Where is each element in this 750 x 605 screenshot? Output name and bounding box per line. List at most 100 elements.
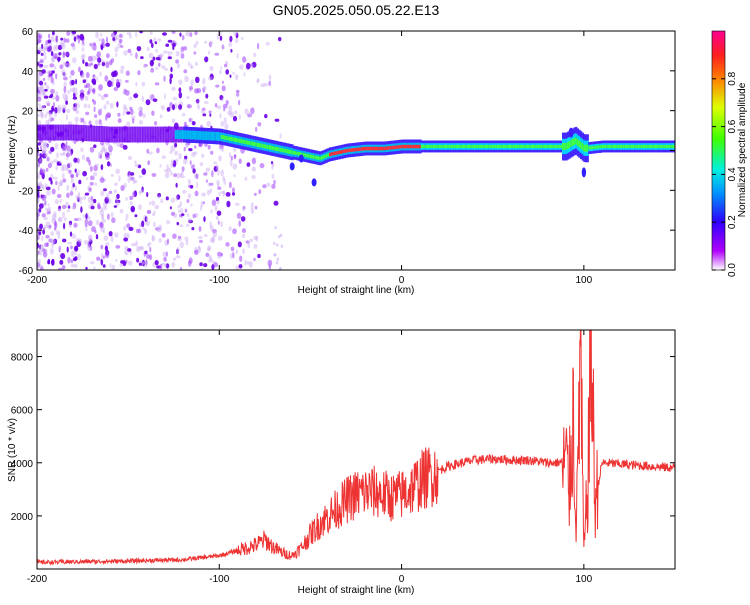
spectrogram-noise-blob <box>274 118 280 122</box>
spectrogram-ridge-peak <box>378 146 381 151</box>
spectrogram-noise-blob <box>55 35 58 43</box>
spectrogram-ridge-peak <box>507 145 511 148</box>
spectrogram-noise-blob <box>65 61 70 68</box>
spectrogram-noise-blob <box>41 148 44 153</box>
spectrogram-ridge-peak <box>517 145 520 148</box>
spectrogram-noise-blob <box>264 114 268 119</box>
spectrogram-noise-blob <box>108 231 113 237</box>
spectrogram-noise-blob <box>53 65 57 70</box>
snr-frame <box>36 329 676 570</box>
spectrogram-ridge-peak <box>514 145 517 148</box>
spectrogram-noise-blob <box>155 57 161 61</box>
spectrogram-ridge-cell <box>84 125 87 142</box>
spectrogram-noise-blob <box>55 44 59 51</box>
spectrogram-noise-blob <box>68 222 72 228</box>
spectrogram-ridge-peak <box>512 145 516 148</box>
spectrogram-noise-blob <box>125 218 128 222</box>
spectrogram-noise-blob <box>229 181 232 189</box>
spectrogram-ridge-peak <box>453 145 456 148</box>
spectrogram-noise-blob <box>241 233 246 239</box>
spectrogram-noise-blob <box>212 229 217 234</box>
spectrogram-noise-blob <box>57 44 63 51</box>
spectrogram-ridge-peak <box>370 146 373 151</box>
spectrogram-noise-blob <box>61 172 65 179</box>
spectrogram-noise-blob <box>123 237 129 242</box>
spectrogram-noise-blob <box>48 112 53 119</box>
spectrogram-noise-blob <box>232 71 235 75</box>
spectrogram-noise-blob <box>63 73 67 78</box>
spectrogram-noise-blob <box>143 63 148 67</box>
spectrogram-noise-blob <box>180 50 184 55</box>
spectrogram-noise-blob <box>202 77 206 85</box>
spectrogram-noise-blob <box>37 39 41 44</box>
spectrogram-ridge-peak <box>368 146 371 151</box>
spectrogram-noise-blob <box>100 214 105 220</box>
spectrogram-ridge-peak <box>256 142 260 147</box>
spectrogram-ridge-peak <box>296 151 299 156</box>
spectrogram-noise-blob <box>137 164 142 169</box>
spectrogram-noise-blob <box>271 164 274 170</box>
spectrogram-noise-blob <box>57 216 63 222</box>
spectrogram-noise-blob <box>195 61 198 66</box>
spectrogram-noise-blob <box>185 223 190 227</box>
spectrogram-noise-blob <box>116 199 121 204</box>
spectrogram-noise-blob <box>38 47 43 52</box>
spectrogram-ridge-peak <box>657 145 660 148</box>
spectrogram-ridge-peak <box>645 145 648 148</box>
spectrogram-dip-blob <box>298 154 304 163</box>
spectrogram-noise-blob <box>187 193 192 199</box>
spectrogram-noise-blob <box>188 148 193 152</box>
spectrogram-noise-blob <box>53 211 57 218</box>
spectrogram-ridge-peak <box>347 148 350 153</box>
spectrogram-ridge-peak <box>299 152 302 156</box>
spectrogram-noise-blob <box>276 243 279 247</box>
spectrogram-noise-blob <box>41 244 44 248</box>
spectrogram-noise-blob <box>81 47 85 52</box>
spectrogram-noise-blob <box>62 93 68 100</box>
spectrogram-noise-blob <box>208 182 214 186</box>
spectrogram-noise-blob <box>178 209 181 214</box>
spectrogram-noise-blob <box>181 175 185 179</box>
spectrogram-noise-blob <box>150 67 155 73</box>
spectrogram-ridge-peak <box>301 152 304 157</box>
spectrogram-noise-blob <box>89 245 93 252</box>
spectrogram-noise-blob <box>130 172 135 176</box>
spectrogram-noise-blob <box>119 33 123 38</box>
spectrogram-noise-blob <box>194 145 197 149</box>
spectrogram-ridge-peak <box>660 145 663 148</box>
spectrogram-noise-blob <box>44 153 48 158</box>
spectrogram-noise-blob <box>169 73 174 79</box>
spectrogram-noise-blob <box>127 248 132 252</box>
spectrogram-noise-blob <box>229 111 235 118</box>
spectrogram-noise-blob <box>175 50 180 57</box>
spectrogram-ridge-peak <box>619 145 622 148</box>
spectrogram-noise-blob <box>218 146 221 150</box>
spectrogram-ridge-peak <box>653 145 657 148</box>
spectrogram-ridge-peak <box>389 146 392 150</box>
spectrogram-noise-blob <box>92 42 97 46</box>
spectrogram-ridge-peak <box>388 146 391 150</box>
spectrogram-ridge-peak <box>599 145 602 149</box>
spectrogram-ridge-peak <box>617 145 621 148</box>
spectrogram-ridge-peak <box>583 144 586 152</box>
spectrogram-ridge-peak <box>498 145 501 148</box>
spectrogram-ridge-core <box>176 130 179 139</box>
spectrogram-noise-blob <box>226 200 231 208</box>
spectrogram-ridge-cell <box>81 125 84 141</box>
spectrogram-noise-blob <box>215 215 219 221</box>
spectrogram-noise-blob <box>77 217 82 221</box>
spectrogram-ridge-core <box>209 131 212 141</box>
spectrogram-noise-blob <box>256 78 260 83</box>
spectrogram-noise-blob <box>75 109 80 115</box>
spectrogram-noise-blob <box>176 221 180 226</box>
spectrogram-noise-blob <box>154 260 159 266</box>
spectrogram-noise-blob <box>63 217 67 222</box>
spectrogram-noise-blob <box>37 261 40 268</box>
spectrogram-noise-blob <box>108 190 113 195</box>
spectrogram-noise-blob <box>98 84 103 91</box>
spectrogram-noise-blob <box>215 196 220 202</box>
spectrogram-noise-blob <box>227 110 232 116</box>
spectrogram-ridge-peak <box>562 143 565 150</box>
spectrogram-noise-blob <box>87 245 92 252</box>
spectrogram-ridge-peak <box>471 145 475 148</box>
